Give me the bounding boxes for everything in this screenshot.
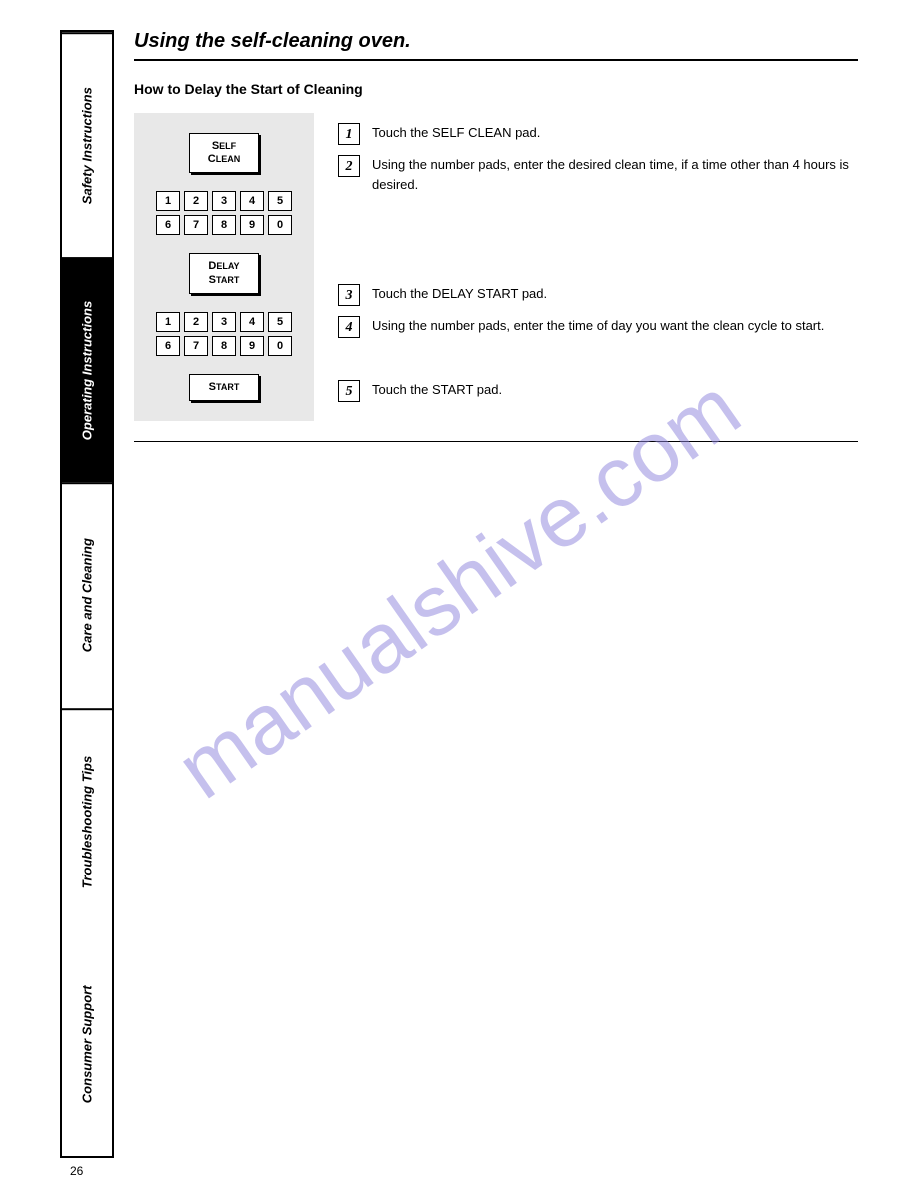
control-panel-illustration: SELFCLEAN 1 2 3 4 5 6 7 8 9 0 DELAYSTART… [134,113,314,421]
section-title: Using the self-cleaning oven. [134,30,858,53]
step-number: 4 [338,316,360,338]
self-clean-button: SELFCLEAN [189,133,259,173]
key: 1 [156,191,180,211]
divider-bottom [134,441,858,442]
step-number: 3 [338,284,360,306]
key: 2 [184,191,208,211]
key: 3 [212,312,236,332]
key: 8 [212,215,236,235]
keypad-1: 1 2 3 4 5 6 7 8 9 0 [156,191,292,235]
step-1: 1 Touch the SELF CLEAN pad. [338,123,858,145]
step-number: 2 [338,155,360,177]
sidebar-tab-safety[interactable]: Safety Instructions [62,32,112,257]
start-button: START [189,374,259,401]
key: 8 [212,336,236,356]
key: 6 [156,336,180,356]
key: 7 [184,215,208,235]
divider-top [134,59,858,61]
steps-list: 1 Touch the SELF CLEAN pad. 2 Using the … [338,113,858,421]
sidebar-tabs: Safety Instructions Operating Instructio… [60,30,114,1158]
step-number: 1 [338,123,360,145]
keypad-2: 1 2 3 4 5 6 7 8 9 0 [156,312,292,356]
step-text: Touch the START pad. [372,380,858,400]
step-number: 5 [338,380,360,402]
key: 1 [156,312,180,332]
step-text: Using the number pads, enter the desired… [372,155,858,194]
sidebar-tab-care[interactable]: Care and Cleaning [62,482,112,707]
step-2: 2 Using the number pads, enter the desir… [338,155,858,194]
key: 0 [268,336,292,356]
step-text: Touch the DELAY START pad. [372,284,858,304]
key: 4 [240,191,264,211]
sidebar-tab-troubleshooting[interactable]: Troubleshooting Tips [62,708,112,933]
key: 2 [184,312,208,332]
sidebar-tab-operating[interactable]: Operating Instructions [62,257,112,482]
step-4: 4 Using the number pads, enter the time … [338,316,858,338]
key: 9 [240,336,264,356]
key: 7 [184,336,208,356]
step-3: 3 Touch the DELAY START pad. [338,284,858,306]
content-area: Using the self-cleaning oven. How to Del… [114,30,858,1158]
step-5: 5 Touch the START pad. [338,380,858,402]
key: 9 [240,215,264,235]
key: 5 [268,191,292,211]
key: 0 [268,215,292,235]
key: 5 [268,312,292,332]
page-number: 26 [70,1164,83,1178]
key: 3 [212,191,236,211]
delay-start-button: DELAYSTART [189,253,259,293]
step-text: Touch the SELF CLEAN pad. [372,123,858,143]
sidebar-tab-support[interactable]: Consumer Support [62,933,112,1156]
subsection-title: How to Delay the Start of Cleaning [134,81,858,97]
step-text: Using the number pads, enter the time of… [372,316,858,336]
key: 4 [240,312,264,332]
key: 6 [156,215,180,235]
